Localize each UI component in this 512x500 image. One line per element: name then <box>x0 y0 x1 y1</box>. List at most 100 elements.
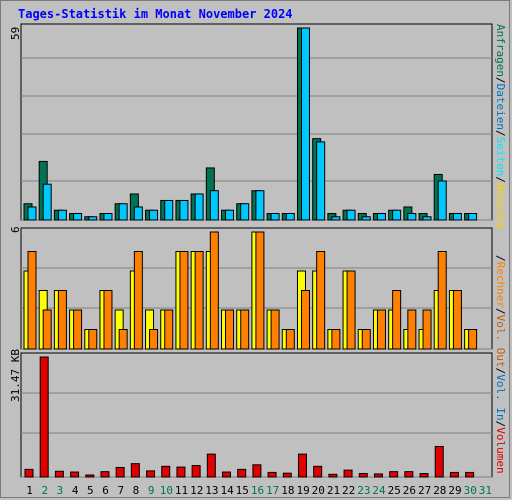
day-label-13: 13 <box>205 484 218 497</box>
bar-visits-rechner-day-20 <box>316 251 326 350</box>
bar-volume-volumen-day-19 <box>297 453 307 478</box>
bar-visits-rechner-day-15 <box>240 309 250 350</box>
bar-volume-volumen-day-16 <box>252 464 262 478</box>
bar-visits-rechner-day-1 <box>27 251 37 350</box>
bar-volume-volumen-day-24 <box>373 473 383 478</box>
bar-volume-volumen-day-8 <box>130 463 140 478</box>
bar-visits-rechner-day-17 <box>270 309 280 350</box>
day-label-14: 14 <box>220 484 234 497</box>
day-label-7: 7 <box>117 484 124 497</box>
day-label-26: 26 <box>403 484 416 497</box>
bar-requests-dateien-day-5 <box>88 216 98 221</box>
bar-volume-volumen-day-3 <box>54 470 64 478</box>
day-label-4: 4 <box>72 484 79 497</box>
bar-requests-dateien-day-28 <box>437 180 447 221</box>
day-label-8: 8 <box>133 484 140 497</box>
bar-requests-dateien-day-17 <box>270 212 280 221</box>
bar-visits-rechner-day-24 <box>376 309 386 350</box>
bar-requests-dateien-day-18 <box>285 212 295 221</box>
bar-visits-rechner-day-2 <box>42 309 52 350</box>
day-label-11: 11 <box>175 484 188 497</box>
bar-volume-volumen-day-6 <box>100 471 110 478</box>
bar-requests-dateien-day-24 <box>376 212 386 221</box>
bar-requests-dateien-day-1 <box>27 206 37 221</box>
day-label-15: 15 <box>236 484 249 497</box>
bar-visits-rechner-day-25 <box>392 290 402 350</box>
bar-requests-dateien-day-12 <box>194 193 204 221</box>
bar-requests-dateien-day-20 <box>316 141 326 221</box>
bar-volume-volumen-day-27 <box>419 473 429 478</box>
bar-volume-volumen-day-10 <box>161 465 171 478</box>
bar-visits-rechner-day-22 <box>346 270 356 350</box>
day-label-29: 29 <box>448 484 461 497</box>
bar-requests-dateien-day-14 <box>225 209 235 221</box>
bar-volume-volumen-day-13 <box>206 453 216 478</box>
day-label-6: 6 <box>102 484 109 497</box>
bar-volume-volumen-day-17 <box>267 471 277 478</box>
bar-requests-dateien-day-13 <box>209 190 219 221</box>
bar-visits-rechner-day-28 <box>437 251 447 350</box>
day-label-12: 12 <box>190 484 203 497</box>
day-label-24: 24 <box>372 484 386 497</box>
bar-visits-rechner-day-12 <box>194 251 204 350</box>
bar-volume-volumen-day-23 <box>358 473 368 478</box>
bar-volume-volumen-day-20 <box>313 465 323 478</box>
bar-visits-rechner-day-10 <box>164 309 174 350</box>
bar-volume-volumen-day-1 <box>24 468 34 478</box>
day-label-22: 22 <box>342 484 355 497</box>
bar-visits-rechner-day-30 <box>468 329 478 350</box>
bar-volume-volumen-day-12 <box>191 465 201 478</box>
bar-visits-rechner-day-13 <box>209 231 219 350</box>
bar-requests-dateien-day-27 <box>422 216 432 221</box>
bar-visits-rechner-day-23 <box>361 329 371 350</box>
bar-requests-dateien-day-25 <box>392 209 402 221</box>
day-label-17: 17 <box>266 484 279 497</box>
bar-visits-rechner-day-6 <box>103 290 113 350</box>
bar-requests-dateien-day-19 <box>300 27 310 221</box>
bar-volume-volumen-day-29 <box>449 471 459 478</box>
bar-visits-rechner-day-26 <box>407 309 417 350</box>
bar-volume-volumen-day-22 <box>343 469 353 478</box>
day-label-21: 21 <box>327 484 340 497</box>
bar-requests-dateien-day-4 <box>73 212 83 221</box>
bar-volume-volumen-day-11 <box>176 466 186 478</box>
bar-visits-rechner-day-29 <box>452 290 462 350</box>
bar-visits-rechner-day-3 <box>57 290 67 350</box>
bar-requests-dateien-day-10 <box>164 199 174 221</box>
bar-volume-volumen-day-14 <box>222 471 232 478</box>
day-label-18: 18 <box>281 484 294 497</box>
day-label-2: 2 <box>41 484 48 497</box>
panel-1-area <box>20 23 493 221</box>
bar-visits-rechner-day-14 <box>225 309 235 350</box>
bar-requests-dateien-day-11 <box>179 199 189 221</box>
bar-volume-volumen-day-4 <box>70 471 80 478</box>
bar-visits-rechner-day-27 <box>422 309 432 350</box>
bar-volume-volumen-day-15 <box>237 468 247 478</box>
bar-visits-rechner-day-7 <box>118 329 128 350</box>
bar-volume-volumen-day-21 <box>328 473 338 478</box>
bar-requests-dateien-day-8 <box>133 206 143 221</box>
panel-3-area <box>20 352 493 478</box>
bar-requests-dateien-day-29 <box>452 212 462 221</box>
bar-visits-rechner-day-16 <box>255 231 265 350</box>
bar-visits-rechner-day-19 <box>300 290 310 350</box>
day-label-25: 25 <box>388 484 401 497</box>
bar-volume-volumen-day-26 <box>404 471 414 478</box>
bar-volume-volumen-day-2 <box>39 356 49 478</box>
bar-visits-rechner-day-5 <box>88 329 98 350</box>
chart-title: Tages-Statistik im Monat November 2024 <box>18 7 293 21</box>
day-label-30: 30 <box>464 484 477 497</box>
day-label-1: 1 <box>26 484 33 497</box>
bar-visits-rechner-day-9 <box>149 329 159 350</box>
bar-visits-rechner-day-11 <box>179 251 189 350</box>
bar-requests-dateien-day-15 <box>240 203 250 221</box>
day-label-28: 28 <box>433 484 446 497</box>
bar-requests-dateien-day-3 <box>57 209 67 221</box>
day-label-19: 19 <box>296 484 309 497</box>
bar-visits-rechner-day-21 <box>331 329 341 350</box>
bar-visits-rechner-day-8 <box>133 251 143 350</box>
bar-requests-dateien-day-6 <box>103 212 113 221</box>
bar-requests-dateien-day-23 <box>361 216 371 221</box>
bar-requests-dateien-day-9 <box>149 209 159 221</box>
